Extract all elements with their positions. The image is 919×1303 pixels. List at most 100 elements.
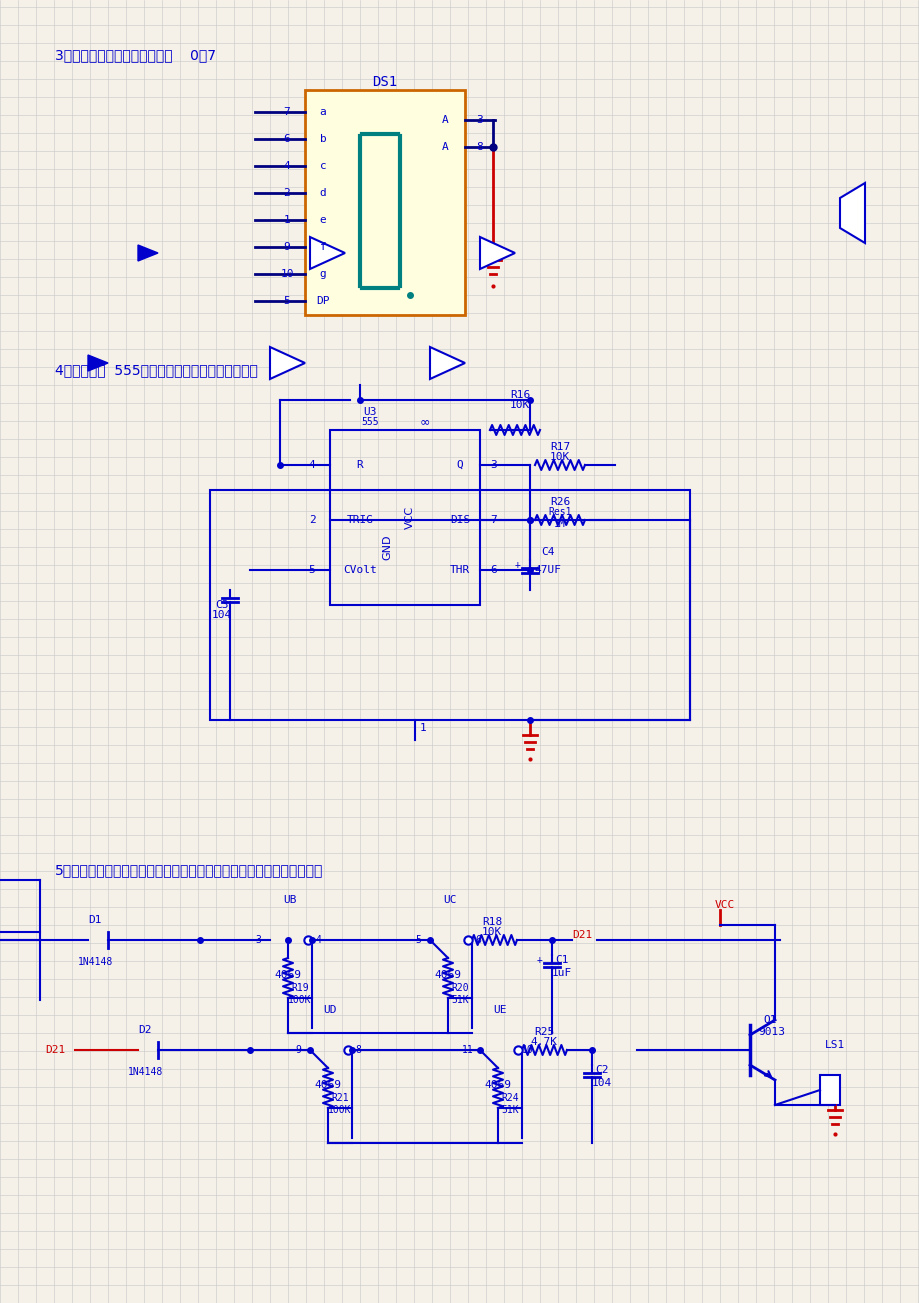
Text: 5）此部分为放大电路，可以实现信号的放大和让喇叭发出报警的作用。: 5）此部分为放大电路，可以实现信号的放大和让喇叭发出报警的作用。 bbox=[55, 863, 323, 877]
Text: 4.7K: 4.7K bbox=[530, 1037, 557, 1048]
Text: 10: 10 bbox=[522, 1045, 533, 1055]
Text: D21: D21 bbox=[45, 1045, 65, 1055]
Text: 8: 8 bbox=[355, 1045, 360, 1055]
Bar bbox=[819, 1075, 839, 1105]
Text: 6: 6 bbox=[474, 936, 481, 945]
Text: UC: UC bbox=[443, 895, 456, 906]
Polygon shape bbox=[310, 237, 345, 268]
Text: 5: 5 bbox=[308, 566, 315, 575]
Text: CVolt: CVolt bbox=[343, 566, 377, 575]
Text: 1M: 1M bbox=[553, 519, 565, 529]
Text: DP: DP bbox=[316, 296, 329, 306]
Text: UB: UB bbox=[283, 895, 297, 906]
Text: Q1: Q1 bbox=[763, 1015, 776, 1025]
Text: THR: THR bbox=[449, 566, 470, 575]
Text: R26: R26 bbox=[550, 496, 570, 507]
Text: 4: 4 bbox=[308, 460, 315, 470]
Text: 3: 3 bbox=[490, 460, 497, 470]
Text: UD: UD bbox=[323, 1005, 336, 1015]
Text: A: A bbox=[441, 142, 448, 152]
Text: 4069: 4069 bbox=[274, 969, 301, 980]
Text: 5: 5 bbox=[283, 296, 290, 306]
Text: 10: 10 bbox=[280, 268, 293, 279]
Polygon shape bbox=[88, 354, 108, 371]
Text: 8: 8 bbox=[476, 142, 482, 152]
Text: 4: 4 bbox=[283, 162, 290, 171]
Text: 3: 3 bbox=[255, 936, 261, 945]
Text: g: g bbox=[319, 268, 326, 279]
Text: 3）此部分为数码管，分别显示    0至7: 3）此部分为数码管，分别显示 0至7 bbox=[55, 48, 216, 63]
Text: +: + bbox=[515, 560, 520, 569]
Text: R21: R21 bbox=[331, 1093, 348, 1104]
Text: 1: 1 bbox=[283, 215, 290, 225]
Text: 6: 6 bbox=[283, 134, 290, 145]
Text: UE: UE bbox=[493, 1005, 506, 1015]
Text: GND: GND bbox=[381, 534, 391, 560]
Text: 104: 104 bbox=[211, 610, 232, 620]
Text: D2: D2 bbox=[138, 1025, 152, 1035]
Text: DS1: DS1 bbox=[372, 76, 397, 89]
Text: Res1: Res1 bbox=[548, 507, 571, 517]
Text: 10K: 10K bbox=[482, 926, 502, 937]
Text: 9: 9 bbox=[283, 242, 290, 251]
Text: 2: 2 bbox=[308, 515, 315, 525]
Text: VCC: VCC bbox=[714, 900, 734, 909]
Bar bbox=[330, 430, 480, 605]
Polygon shape bbox=[480, 237, 515, 268]
Polygon shape bbox=[269, 347, 305, 379]
Text: 6: 6 bbox=[490, 566, 497, 575]
Text: e: e bbox=[319, 215, 326, 225]
Text: 4069: 4069 bbox=[314, 1080, 341, 1091]
Text: C3: C3 bbox=[215, 599, 229, 610]
Text: c: c bbox=[319, 162, 326, 171]
Text: 9013: 9013 bbox=[757, 1027, 785, 1037]
Text: 2: 2 bbox=[283, 188, 290, 198]
Text: R: R bbox=[357, 460, 363, 470]
Text: Q: Q bbox=[456, 460, 463, 470]
Polygon shape bbox=[138, 245, 158, 261]
Text: D1: D1 bbox=[88, 915, 102, 925]
Text: TRIG: TRIG bbox=[346, 515, 373, 525]
Text: R20: R20 bbox=[450, 982, 469, 993]
Bar bbox=[210, 490, 689, 721]
Text: 7: 7 bbox=[283, 107, 290, 117]
Text: A: A bbox=[441, 115, 448, 125]
Text: C4: C4 bbox=[540, 547, 554, 556]
Text: 10K: 10K bbox=[509, 400, 529, 410]
Text: R19: R19 bbox=[291, 982, 309, 993]
Text: R17: R17 bbox=[550, 442, 570, 452]
Text: R18: R18 bbox=[482, 917, 502, 926]
Polygon shape bbox=[839, 182, 864, 242]
Text: ∞: ∞ bbox=[419, 416, 430, 429]
Text: 10K: 10K bbox=[550, 452, 570, 463]
Text: R24: R24 bbox=[501, 1093, 518, 1104]
Text: VCC: VCC bbox=[404, 506, 414, 529]
Text: f: f bbox=[319, 242, 326, 251]
Text: 104: 104 bbox=[591, 1078, 611, 1088]
Text: C1: C1 bbox=[555, 955, 568, 966]
Text: 51K: 51K bbox=[501, 1105, 518, 1115]
Text: 100K: 100K bbox=[288, 995, 312, 1005]
Text: 9: 9 bbox=[295, 1045, 301, 1055]
Text: R16: R16 bbox=[509, 390, 529, 400]
Text: 51K: 51K bbox=[450, 995, 469, 1005]
Text: b: b bbox=[319, 134, 326, 145]
Text: R25: R25 bbox=[533, 1027, 553, 1037]
Text: 100K: 100K bbox=[328, 1105, 351, 1115]
Bar bbox=[305, 90, 464, 315]
Text: 47UF: 47UF bbox=[534, 566, 561, 575]
Text: 11: 11 bbox=[461, 1045, 473, 1055]
Text: 5: 5 bbox=[414, 936, 421, 945]
Text: U3: U3 bbox=[363, 407, 377, 417]
Text: 4: 4 bbox=[314, 936, 321, 945]
Text: +: + bbox=[537, 955, 542, 966]
Text: a: a bbox=[319, 107, 326, 117]
Text: 4）此部分为  555定时器组成的单稳态定时电路。: 4）此部分为 555定时器组成的单稳态定时电路。 bbox=[55, 364, 257, 377]
Text: 1uF: 1uF bbox=[551, 968, 572, 979]
Text: 3: 3 bbox=[476, 115, 482, 125]
Polygon shape bbox=[429, 347, 464, 379]
Text: D21: D21 bbox=[572, 930, 592, 939]
Text: 1: 1 bbox=[419, 723, 425, 734]
Text: 1N4148: 1N4148 bbox=[77, 956, 112, 967]
Text: C2: C2 bbox=[595, 1065, 608, 1075]
